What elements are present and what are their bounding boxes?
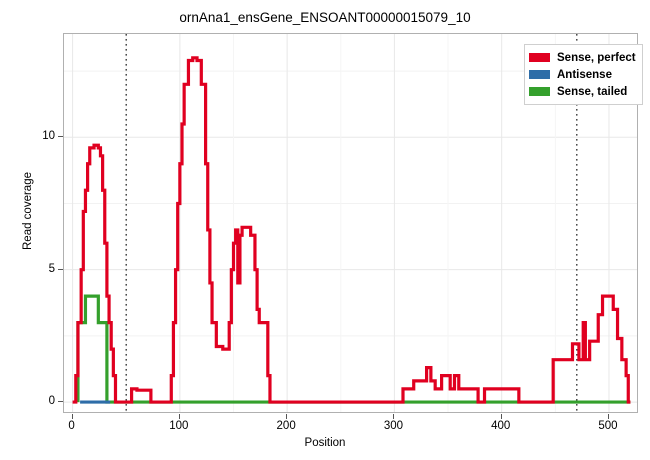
x-tick-label: 100 (169, 420, 189, 432)
y-tick-mark (58, 401, 63, 403)
legend-item-label: Antisense (557, 68, 612, 81)
legend-item[interactable]: Sense, perfect (529, 49, 636, 66)
series-line-sense-tailed (76, 294, 631, 404)
y-tick-label: 10 (42, 130, 55, 143)
legend-item[interactable]: Antisense (529, 66, 636, 83)
y-tick-mark (58, 268, 63, 270)
plot-area (64, 34, 637, 412)
x-tick-mark (500, 414, 502, 419)
chart-title: ornAna1_ensGene_ENSOANT00000015079_10 (179, 10, 471, 25)
x-tick-label: 500 (598, 420, 618, 432)
legend-color-swatch (529, 70, 550, 79)
x-tick-label: 0 (68, 420, 75, 432)
series-line-sense-perfect (72, 56, 631, 404)
x-tick-mark (71, 414, 73, 419)
x-tick-label: 400 (491, 420, 511, 432)
x-tick-mark (393, 414, 395, 419)
y-tick-mark (58, 136, 63, 138)
legend-item-label: Sense, tailed (557, 85, 628, 98)
x-tick-mark (178, 414, 180, 419)
x-axis-label: Position (304, 437, 346, 449)
x-tick-label: 200 (276, 420, 296, 432)
legend-item[interactable]: Sense, tailed (529, 83, 636, 100)
legend-item-label: Sense, perfect (557, 51, 636, 64)
x-tick-mark (286, 414, 288, 419)
y-tick-label: 5 (48, 262, 55, 275)
legend-color-swatch (529, 53, 550, 62)
legend-color-swatch (529, 87, 550, 96)
chart-legend: Sense, perfect Antisense Sense, tailed (524, 44, 643, 105)
y-tick-label: 0 (48, 395, 55, 408)
x-tick-label: 300 (383, 420, 403, 432)
x-tick-mark (607, 414, 609, 419)
